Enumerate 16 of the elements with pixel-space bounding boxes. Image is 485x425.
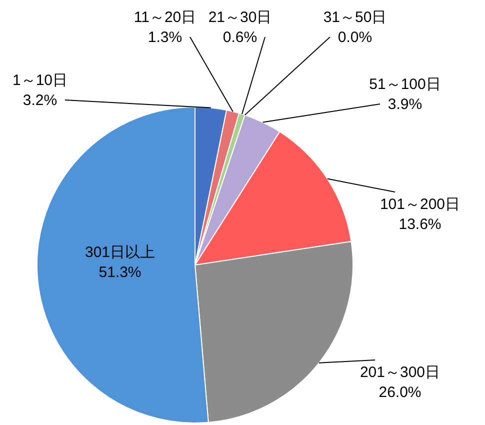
slice-label: 101～200日	[380, 196, 460, 213]
data-label: 51.3%	[98, 264, 142, 281]
data-label: 3.2%	[22, 92, 58, 109]
slice-label: 1～10日	[12, 72, 68, 89]
slice-label: 51～100日	[369, 76, 441, 93]
text: 0.0%	[338, 29, 372, 46]
data-label: 13.6%	[398, 216, 442, 233]
slice-label: 201～300日	[360, 364, 440, 381]
data-label: 3.9%	[388, 96, 422, 113]
slice-label: 11～20日	[134, 9, 196, 26]
slice-label: 301日以上	[84, 244, 156, 261]
data-label: 0.6%	[222, 29, 258, 46]
data-label: 1.3%	[148, 29, 182, 46]
data-label: 26.0%	[378, 384, 422, 401]
slice-label: 21～30日	[208, 9, 272, 26]
category-label: 31～50日	[323, 9, 387, 26]
